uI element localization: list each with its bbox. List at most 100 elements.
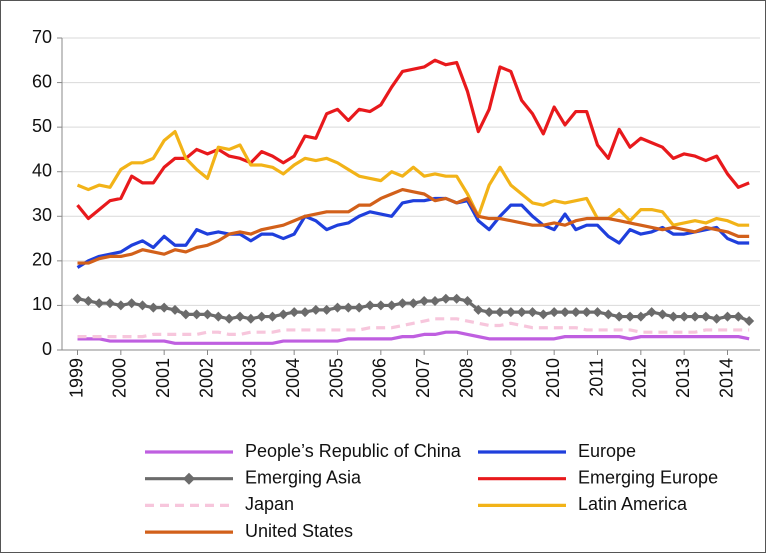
legend-label: United States [245, 521, 353, 541]
x-tick-label: 2013 [673, 358, 693, 398]
point-marker [527, 307, 538, 318]
point-marker [657, 309, 668, 320]
x-tick-label: 2012 [630, 358, 650, 398]
x-tick-label: 2001 [153, 358, 173, 398]
point-marker [224, 313, 235, 324]
point-marker [365, 300, 375, 311]
point-marker [668, 311, 679, 322]
point-marker [549, 307, 560, 318]
point-marker [159, 302, 170, 313]
point-marker [592, 307, 603, 318]
y-tick-label: 30 [32, 205, 52, 225]
y-tick-label: 0 [42, 339, 52, 359]
point-marker [83, 295, 94, 306]
point-marker [289, 307, 300, 318]
legend-label: People’s Republic of China [245, 441, 462, 461]
x-tick-label: 2002 [196, 358, 216, 398]
point-marker [614, 311, 625, 322]
point-marker [744, 316, 755, 327]
y-tick-label: 60 [32, 71, 52, 91]
point-marker [213, 311, 224, 322]
series-line [77, 330, 750, 345]
point-marker [495, 307, 505, 318]
point-marker [570, 307, 581, 318]
point-marker [430, 295, 440, 306]
x-tick-label: 2000 [110, 358, 130, 398]
point-marker [408, 298, 419, 309]
point-marker [126, 298, 137, 309]
point-marker [170, 304, 180, 315]
point-marker [343, 302, 354, 313]
x-tick-label: 2014 [716, 358, 736, 398]
point-marker [256, 311, 267, 322]
point-marker [560, 307, 570, 318]
series-line [76, 58, 750, 221]
point-marker [72, 293, 83, 304]
point-marker [105, 298, 115, 309]
point-marker [148, 302, 159, 313]
point-marker [646, 307, 657, 318]
x-tick-label: 2006 [370, 358, 390, 398]
point-marker [137, 300, 148, 311]
point-marker [711, 313, 722, 324]
point-marker [700, 311, 711, 322]
legend-label: Emerging Europe [578, 467, 718, 487]
point-marker [679, 311, 690, 322]
x-tick-label: 2008 [456, 358, 476, 398]
point-marker [419, 295, 430, 306]
point-marker [115, 300, 126, 311]
x-tick-label: 2004 [283, 358, 303, 398]
point-marker [581, 307, 592, 318]
point-marker [235, 311, 245, 322]
point-marker [245, 313, 256, 324]
legend-label: Japan [245, 494, 294, 514]
point-marker [635, 311, 646, 322]
y-tick-label: 70 [32, 27, 52, 47]
point-marker [321, 304, 332, 315]
x-tick-label: 2010 [543, 358, 563, 398]
y-tick-label: 10 [32, 294, 52, 314]
series-line [77, 317, 750, 339]
point-marker [484, 307, 495, 318]
point-marker [722, 311, 733, 322]
point-marker [180, 309, 191, 320]
point-marker [94, 298, 105, 309]
point-marker [191, 309, 202, 320]
y-tick-label: 50 [32, 116, 52, 136]
y-tick-label: 20 [32, 250, 52, 270]
point-marker [440, 293, 451, 304]
point-marker [332, 302, 343, 313]
point-marker [603, 309, 614, 320]
point-marker [310, 304, 321, 315]
series-line [76, 130, 750, 227]
point-marker [690, 311, 700, 322]
point-marker [538, 309, 549, 320]
point-marker [267, 311, 278, 322]
point-marker [202, 309, 213, 320]
point-marker [516, 307, 527, 318]
series-line [76, 196, 750, 269]
point-marker [354, 302, 365, 313]
point-marker [300, 307, 310, 318]
point-marker [462, 295, 473, 306]
point-marker [505, 307, 516, 318]
point-marker [451, 293, 462, 304]
legend-marker [183, 472, 195, 485]
point-marker [733, 311, 744, 322]
legend-label: Europe [578, 441, 636, 461]
point-marker [386, 300, 397, 311]
point-marker [397, 298, 408, 309]
x-tick-label: 2007 [413, 358, 433, 398]
x-tick-label: 2009 [500, 358, 520, 398]
x-tick-label: 1999 [66, 358, 86, 398]
series-line [77, 187, 750, 265]
point-marker [473, 304, 484, 315]
point-marker [278, 309, 289, 320]
point-marker [375, 300, 386, 311]
point-marker [625, 311, 635, 322]
x-tick-label: 2011 [586, 358, 606, 397]
x-tick-label: 2003 [240, 358, 260, 398]
